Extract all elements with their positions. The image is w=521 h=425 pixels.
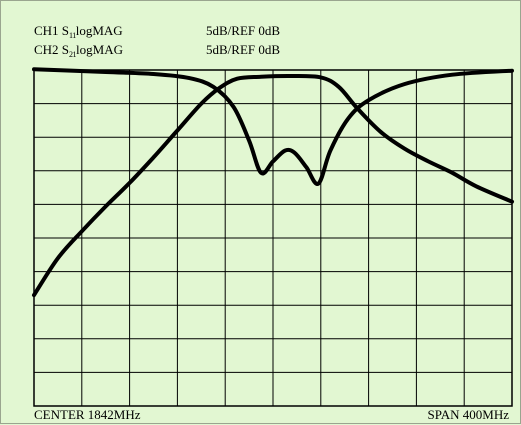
span-label: SPAN 400MHz — [427, 407, 509, 422]
ch1-scale-label: 5dB/REF 0dB — [206, 23, 281, 38]
ch2-scale-label: 5dB/REF 0dB — [206, 42, 281, 57]
trace-s11 — [32, 67, 514, 186]
trace-s21 — [32, 73, 514, 298]
ch1-label: CH1 S11logMAG — [34, 23, 123, 41]
ch2-label: CH2 S21logMAG — [34, 42, 123, 60]
center-frequency-label: CENTER 1842MHz — [34, 407, 141, 422]
